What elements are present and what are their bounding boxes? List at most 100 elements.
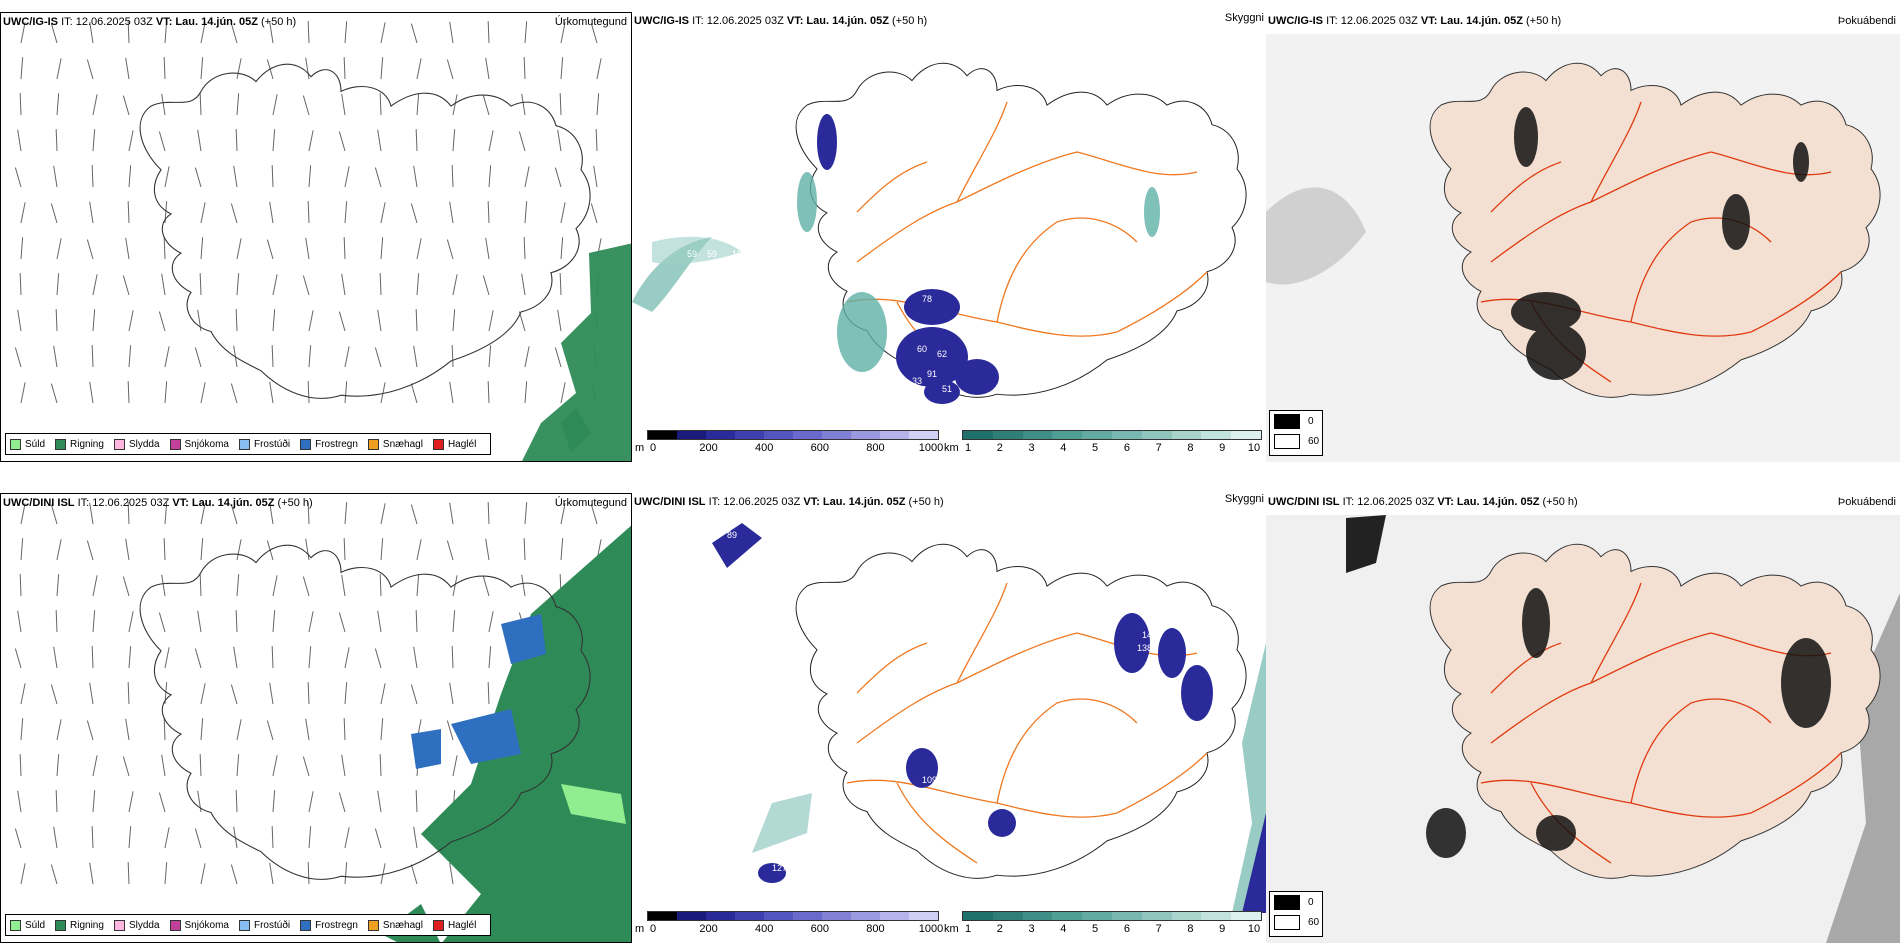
colorbar-segment (1141, 912, 1172, 920)
ceiling-value-label: 59 (707, 249, 717, 259)
colorbar-segment (1111, 431, 1142, 439)
precip-legend-item: Snæhagl (367, 438, 423, 450)
colorbar-segment (1022, 912, 1053, 920)
precip-legend-item: Slydda (113, 438, 160, 450)
ceiling-scale: m 0 200 400 600 800 1000 (635, 430, 943, 458)
panel-header: UWC/DINI ISL IT: 12.06.2025 03Z VT: Lau.… (3, 497, 313, 509)
lead-time: (+50 h) (892, 15, 928, 27)
ceiling-panel-bottom: UWC/DINI ISL IT: 12.06.2025 03Z VT: Lau.… (632, 493, 1266, 943)
colorbar-segment (1022, 431, 1053, 439)
lead-time: (+50 h) (261, 16, 297, 28)
ceiling-value-label: 59 (687, 249, 697, 259)
scale-tick-label: 400 (755, 442, 774, 454)
panel-header: UWC/IG-IS IT: 12.06.2025 03Z VT: Lau. 14… (1268, 15, 1561, 27)
model-name: UWC/DINI ISL (1268, 496, 1340, 508)
ceiling-colorbar (647, 911, 939, 921)
init-time: IT: 12.06.2025 03Z (708, 496, 801, 508)
ceiling-value-label: 127 (772, 863, 787, 873)
legend-swatch (169, 438, 181, 450)
fog-panel-bottom: UWC/DINI ISL IT: 12.06.2025 03Z VT: Lau.… (1266, 493, 1900, 943)
precip-legend-item: Haglél (432, 438, 476, 450)
precip-panel-bottom: UWC/DINI ISL IT: 12.06.2025 03Z VT: Lau.… (0, 493, 632, 943)
colorbar-segment (1082, 912, 1112, 920)
precip-legend-item: Frostregn (300, 438, 358, 450)
legend-label: Súld (25, 919, 46, 931)
fog-legend-item: 0 (1274, 411, 1322, 431)
ceiling-value-label: 19 (732, 249, 742, 259)
legend-swatch (432, 438, 444, 450)
scale-tick-label: 2 (996, 442, 1003, 454)
model-name: UWC/IG-IS (3, 16, 58, 28)
precip-legend-item: Frostregn (300, 919, 358, 931)
legend-swatch (432, 919, 444, 931)
ceiling-value-label: 76 (1182, 615, 1192, 625)
ceiling-value-label: 109 (922, 775, 937, 785)
colorbar-segment (764, 912, 793, 920)
model-name: UWC/IG-IS (1268, 15, 1323, 27)
colorbar-segment (992, 912, 1023, 920)
visibility-scale: km 1 2 3 4 5 6 7 8 9 10 (944, 911, 1262, 939)
precip-legend-item: Súld (10, 438, 45, 450)
panel-title: Þokuábendi (1837, 496, 1896, 508)
scale-tick-label: 800 (866, 442, 885, 454)
panel-title: Skyggni (1224, 493, 1264, 505)
legend-label: Rigning (70, 919, 104, 931)
ceiling-panel-top: UWC/IG-IS IT: 12.06.2025 03Z VT: Lau. 14… (632, 12, 1266, 462)
visibility-unit: km (944, 442, 959, 454)
legend-label: Frostúði (253, 438, 291, 450)
precip-legend-item: Snjókoma (169, 919, 229, 931)
valid-label: VT: (1437, 496, 1454, 508)
precip-legend: Súld Rigning Slydda Snjókoma Frostúði Frostre… (5, 433, 492, 455)
ceiling-value-label: 33 (887, 152, 897, 162)
precip-legend-item: Frostúði (238, 919, 290, 931)
lead-time: (+50 h) (1542, 496, 1578, 508)
ceiling-value-label: 85 (852, 835, 862, 845)
fog-legend: 0 60 (1269, 410, 1323, 456)
panel-header: UWC/IG-IS IT: 12.06.2025 03Z VT: Lau. 14… (634, 15, 927, 27)
legend-swatch (238, 919, 250, 931)
valid-label: VT: (803, 496, 820, 508)
scale-tick-label: 10 (1247, 442, 1261, 454)
legend-swatch (300, 438, 312, 450)
valid-time: Lau. 14.jún. 05Z (806, 15, 889, 27)
colorbar-segment (1201, 912, 1232, 920)
valid-label: VT: (786, 15, 804, 27)
precip-legend-item: Frostúði (238, 438, 291, 450)
colorbar-segment (822, 912, 851, 920)
ceiling-unit: m (635, 923, 645, 935)
legend-swatch (367, 919, 379, 931)
colorbar-segment (1052, 912, 1083, 920)
panel-header: UWC/DINI ISL IT: 12.06.2025 03Z VT: Lau.… (634, 496, 944, 508)
model-name: UWC/DINI ISL (634, 496, 706, 508)
precip-legend-item: Snæhagl (367, 919, 423, 931)
panel-title: Þokuábendi (1837, 15, 1896, 27)
fog-legend-item: 60 (1274, 431, 1322, 451)
scale-tick-label: 8 (1187, 442, 1194, 454)
ceiling-value-label: 78 (922, 294, 932, 304)
scale-tick-label: 2 (996, 923, 1003, 935)
ceiling-value-label: 89 (727, 530, 737, 540)
legend-swatch (1274, 413, 1300, 429)
lead-time: (+50 h) (277, 497, 313, 509)
colorbar-segment (764, 431, 793, 439)
legend-swatch (55, 438, 67, 450)
ceiling-value-label: 60 (917, 344, 927, 354)
init-time: IT: 12.06.2025 03Z (1326, 15, 1418, 27)
fog-legend-item: 60 (1274, 912, 1322, 932)
precip-legend-item: Rigning (55, 438, 104, 450)
fog-map (1266, 515, 1900, 943)
scale-tick-label: 800 (866, 923, 885, 935)
legend-label: Haglél (447, 919, 477, 931)
legend-label: Snæhagl (382, 919, 423, 931)
colorbar-segment (1082, 431, 1112, 439)
colorbar-segment (963, 912, 993, 920)
scale-tick-label: 200 (699, 923, 718, 935)
init-time: IT: 12.06.2025 03Z (61, 16, 153, 28)
legend-swatch (55, 919, 67, 931)
colorbar-segment (793, 912, 822, 920)
ceiling-value-label: 138 (1137, 643, 1152, 653)
scale-tick-label: 8 (1187, 923, 1194, 935)
colorbar-segment (1171, 431, 1202, 439)
legend-label: Rigning (70, 438, 104, 450)
